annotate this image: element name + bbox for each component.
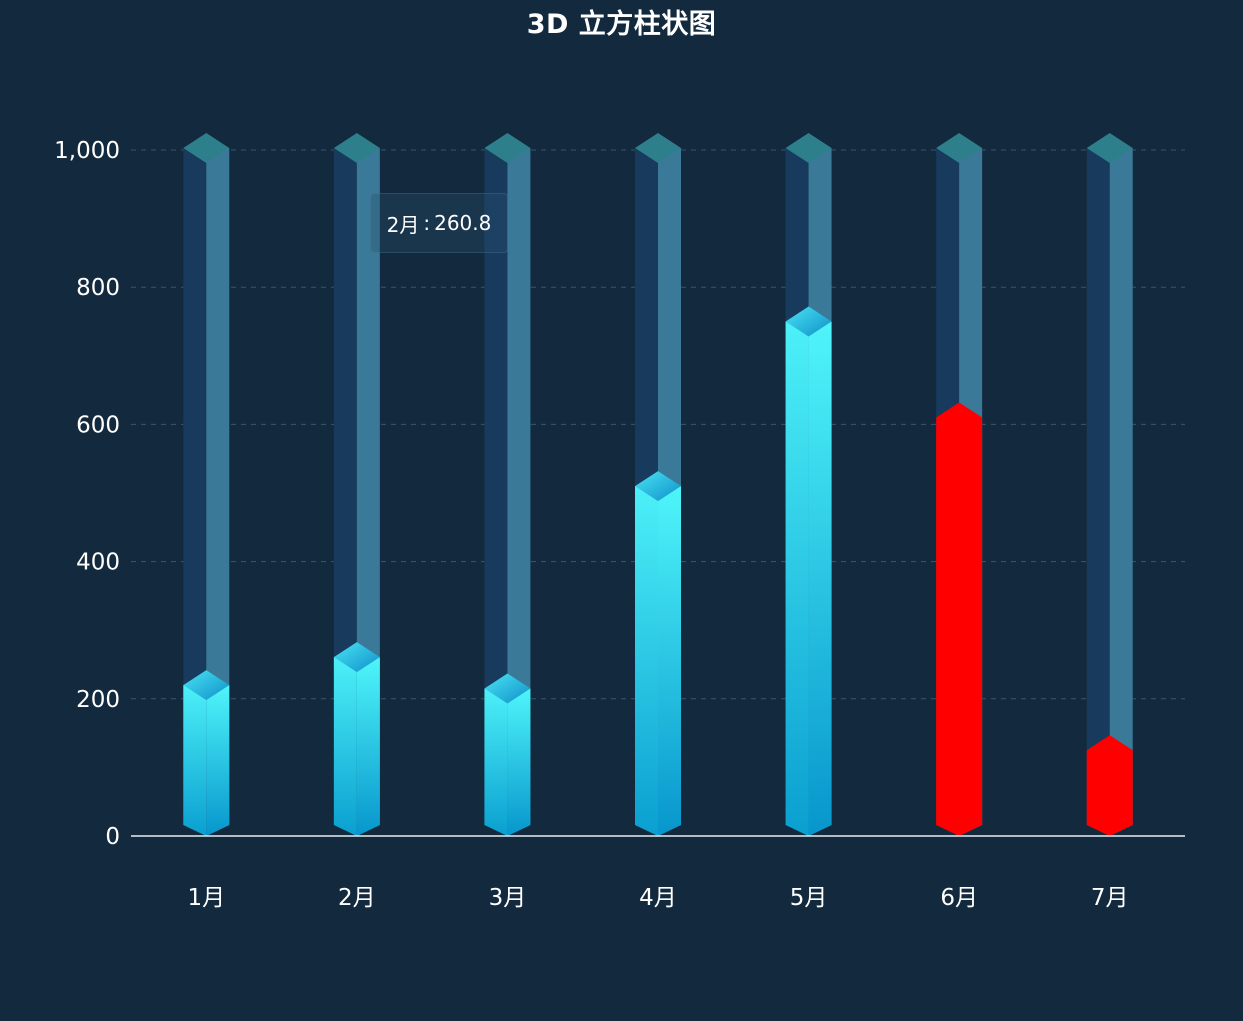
y-tick-label: 1,000 (54, 138, 120, 164)
bar-1-left-face (183, 685, 207, 836)
x-tick-label: 7月 (1091, 885, 1129, 911)
background-bar-3 (484, 133, 531, 836)
x-tick-label: 6月 (940, 885, 978, 911)
bar-5 (785, 306, 832, 836)
background-bar-1-right-face (206, 148, 230, 836)
y-tick-label: 600 (76, 412, 120, 438)
background-bar-7-cap (1086, 133, 1133, 163)
bar-2-right-face (356, 657, 380, 836)
bar-6-left-face (936, 417, 960, 836)
x-tick-label: 2月 (338, 885, 376, 911)
bar-1 (183, 670, 230, 836)
background-bar-7 (1086, 133, 1133, 836)
chart-title: 3D 立方柱状图 (526, 9, 717, 40)
bar-6 (936, 402, 983, 836)
tooltip-value: 260.8 (434, 211, 492, 235)
background-bar-4-cap (635, 133, 681, 163)
tooltip-separator: : (423, 211, 431, 235)
bar-7-right-face (1109, 750, 1133, 836)
bar-4-left-face (635, 486, 658, 836)
bar-7-left-face (1086, 750, 1110, 836)
bar-5-right-face (808, 321, 832, 836)
bar-2 (333, 642, 380, 836)
background-bar-1 (183, 133, 230, 836)
bar-1-right-face (206, 685, 230, 836)
bar-3 (484, 673, 531, 836)
tooltip-category: 2月 (386, 212, 420, 237)
x-tick-label: 1月 (187, 885, 225, 911)
bar-3-right-face (507, 688, 531, 836)
x-tick-label: 5月 (790, 885, 828, 911)
x-tick-label: 4月 (639, 885, 677, 911)
background-bar-6-cap (936, 133, 983, 163)
bar-4-cap (635, 471, 681, 502)
background-bar-7-left-face (1086, 148, 1110, 836)
background-bar-1-left-face (183, 148, 207, 836)
y-tick-label: 200 (76, 687, 120, 713)
background-bar-3-right-face (507, 148, 531, 836)
bar-6-cap (936, 402, 983, 433)
background-bar-2-cap (333, 133, 380, 163)
bar-6-right-face (959, 417, 983, 836)
bar-4-right-face (658, 486, 681, 836)
background-bar-1-cap (183, 133, 230, 163)
background-bar-5-cap (785, 133, 832, 163)
background-bar-7-right-face (1109, 148, 1133, 836)
y-tick-label: 0 (105, 824, 120, 850)
background-bar-3-left-face (484, 148, 508, 836)
bar-2-cap (333, 642, 380, 673)
bar-3-left-face (484, 688, 508, 836)
bar-1-cap (183, 670, 230, 701)
bar-7 (1086, 735, 1133, 836)
y-tick-label: 400 (76, 550, 120, 576)
background-bar-3-cap (484, 133, 531, 163)
x-tick-label: 3月 (489, 885, 527, 911)
bar-2-left-face (333, 657, 357, 836)
bar-5-left-face (785, 321, 809, 836)
bar-5-cap (785, 306, 832, 337)
y-tick-label: 800 (76, 275, 120, 301)
bar-3-cap (484, 673, 531, 704)
bar-4 (635, 471, 681, 836)
bar-7-cap (1086, 735, 1133, 766)
chart-tooltip: 2月 : 260.8 (370, 193, 508, 253)
